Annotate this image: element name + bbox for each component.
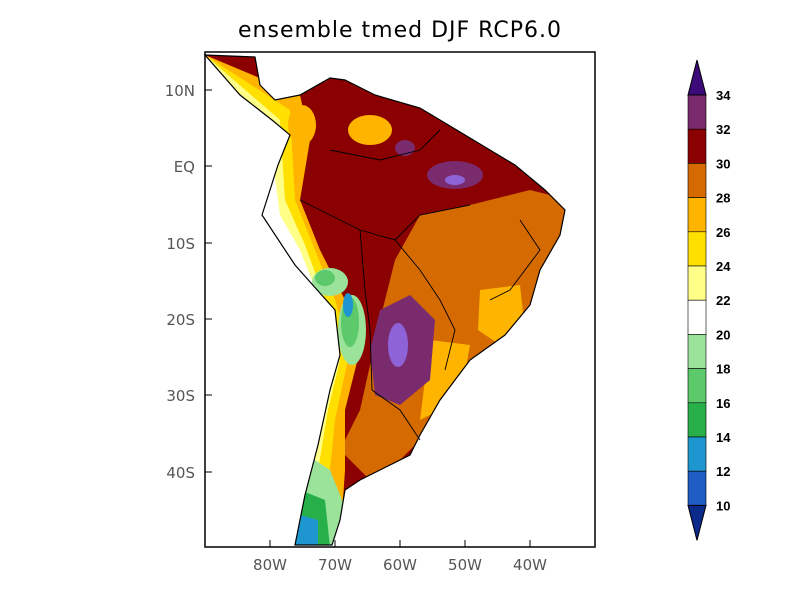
colorbar-cell: [687, 402, 707, 438]
longitude-axis: 80W 70W 60W 50W 40W: [253, 540, 547, 574]
colorbar-cell: [687, 231, 707, 267]
colorbar-cell: [687, 470, 707, 506]
band-24-26-north: [348, 115, 392, 145]
lon-label: 80W: [253, 556, 287, 574]
colorbar-label: 18: [716, 362, 730, 377]
border: [359, 229, 373, 391]
border: [299, 199, 441, 301]
latitude-axis: 10N EQ 10S 20S 30S 40S: [165, 82, 212, 482]
colorbar-cell: [687, 197, 707, 233]
colorbar-bottom-arrow: [687, 504, 707, 541]
colorbar-label: 28: [716, 191, 730, 206]
band-26-28: [340, 190, 565, 480]
colorbar-cell: [687, 299, 707, 335]
colorbar-label: 32: [716, 122, 730, 137]
lat-label: 40S: [166, 464, 195, 482]
lon-label: 60W: [383, 556, 417, 574]
colorbar-cell: [687, 334, 707, 369]
band-24-26-colombia: [288, 105, 316, 145]
lat-label: 10S: [166, 235, 195, 253]
colorbar-label: 16: [716, 396, 730, 411]
border: [439, 299, 456, 371]
band-32-34-northeast: [445, 175, 465, 185]
band-30-32-guiana: [395, 140, 415, 156]
border: [329, 129, 441, 161]
lon-label: 70W: [318, 556, 352, 574]
colorbar-label: 34: [716, 88, 731, 103]
colorbar-label: 24: [716, 259, 731, 274]
band-12-14-andes: [343, 293, 353, 317]
colorbar-label: 30: [716, 156, 730, 171]
lat-label: 30S: [166, 387, 195, 405]
band-32-34-chaco: [388, 323, 408, 367]
colorbar-top-arrow: [687, 59, 707, 96]
lat-label: 10N: [165, 82, 195, 100]
band-14-16-altiplano: [315, 270, 335, 286]
colorbar-label: 20: [716, 327, 730, 342]
lat-label: 20S: [166, 311, 195, 329]
colorbar: 34 32 30 28 26 24 22 20 18 16 14 12 10: [687, 59, 731, 541]
temperature-field: [205, 55, 565, 545]
colorbar-label: 22: [716, 293, 730, 308]
lat-label: EQ: [174, 158, 195, 176]
colorbar-label: 10: [716, 498, 730, 513]
map-title: ensemble tmed DJF RCP6.0: [238, 18, 562, 43]
colorbar-cell: [687, 163, 707, 198]
lon-label: 40W: [513, 556, 547, 574]
colorbar-label: 26: [716, 225, 730, 240]
band-12-14-patagonia: [295, 515, 318, 545]
colorbar-label: 12: [716, 464, 730, 479]
border: [394, 204, 471, 241]
colorbar-cell: [687, 436, 707, 472]
colorbar-cell: [687, 368, 707, 404]
colorbar-label: 14: [716, 430, 731, 445]
border: [489, 219, 541, 301]
border: [371, 389, 421, 441]
colorbar-cell: [687, 128, 707, 164]
coastline: [203, 54, 566, 546]
colorbar-cell: [687, 265, 707, 301]
country-borders: [299, 129, 541, 441]
colorbar-cell: [687, 94, 707, 130]
lon-label: 50W: [448, 556, 482, 574]
